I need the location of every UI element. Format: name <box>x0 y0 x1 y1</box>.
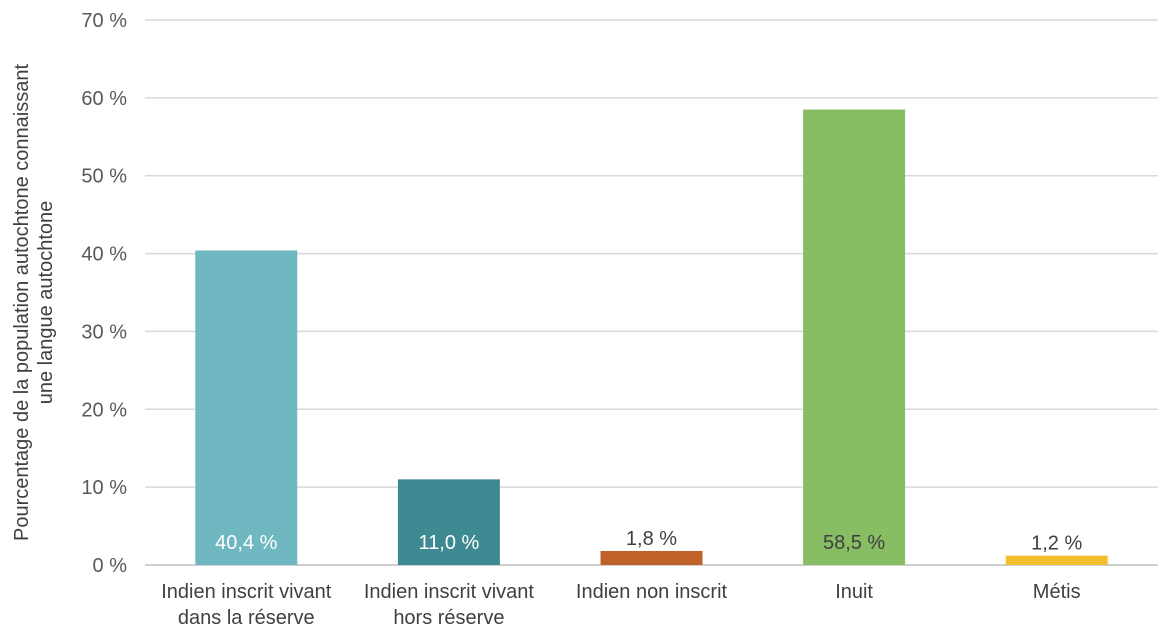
y-tick-label: 10 % <box>81 477 127 499</box>
data-label: 1,8 % <box>626 528 677 550</box>
x-axis-categories: Indien inscrit vivant dans la réserve Indi… <box>161 581 1080 629</box>
bar <box>600 550 703 565</box>
x-tick-label: Indien inscrit vivant dans la réserve <box>161 581 332 629</box>
y-tick-label: 40 % <box>81 244 127 266</box>
x-tick-label: Inuit <box>835 581 873 603</box>
data-label: 40,4 % <box>215 532 277 554</box>
gridlines <box>145 19 1158 566</box>
y-tick-label: 0 % <box>93 555 128 577</box>
y-axis-label: Pourcentage de la population autochtone … <box>11 64 57 541</box>
data-label: 58,5 % <box>823 532 885 554</box>
data-label: 1,2 % <box>1031 533 1082 555</box>
bar <box>195 250 298 565</box>
x-tick-label: Indien inscrit vivant hors réserve <box>364 581 535 629</box>
y-tick-label: 70 % <box>81 10 127 32</box>
y-tick-label: 30 % <box>81 321 127 343</box>
x-tick-label: Indien non inscrit <box>576 581 728 603</box>
bar <box>1005 555 1108 565</box>
data-labels: 40,4 % 11,0 % 1,8 % 58,5 % 1,2 % <box>215 528 1082 555</box>
y-tick-label: 20 % <box>81 399 127 421</box>
bar <box>803 109 906 566</box>
y-axis-ticks: 0 % 10 % 20 % 30 % 40 % 50 % 60 % 70 % <box>81 10 127 577</box>
y-tick-label: 60 % <box>81 88 127 110</box>
bar <box>397 479 500 565</box>
x-tick-label: Métis <box>1033 581 1081 603</box>
bars <box>195 109 1108 566</box>
y-tick-label: 50 % <box>81 166 127 188</box>
data-label: 11,0 % <box>419 532 480 554</box>
